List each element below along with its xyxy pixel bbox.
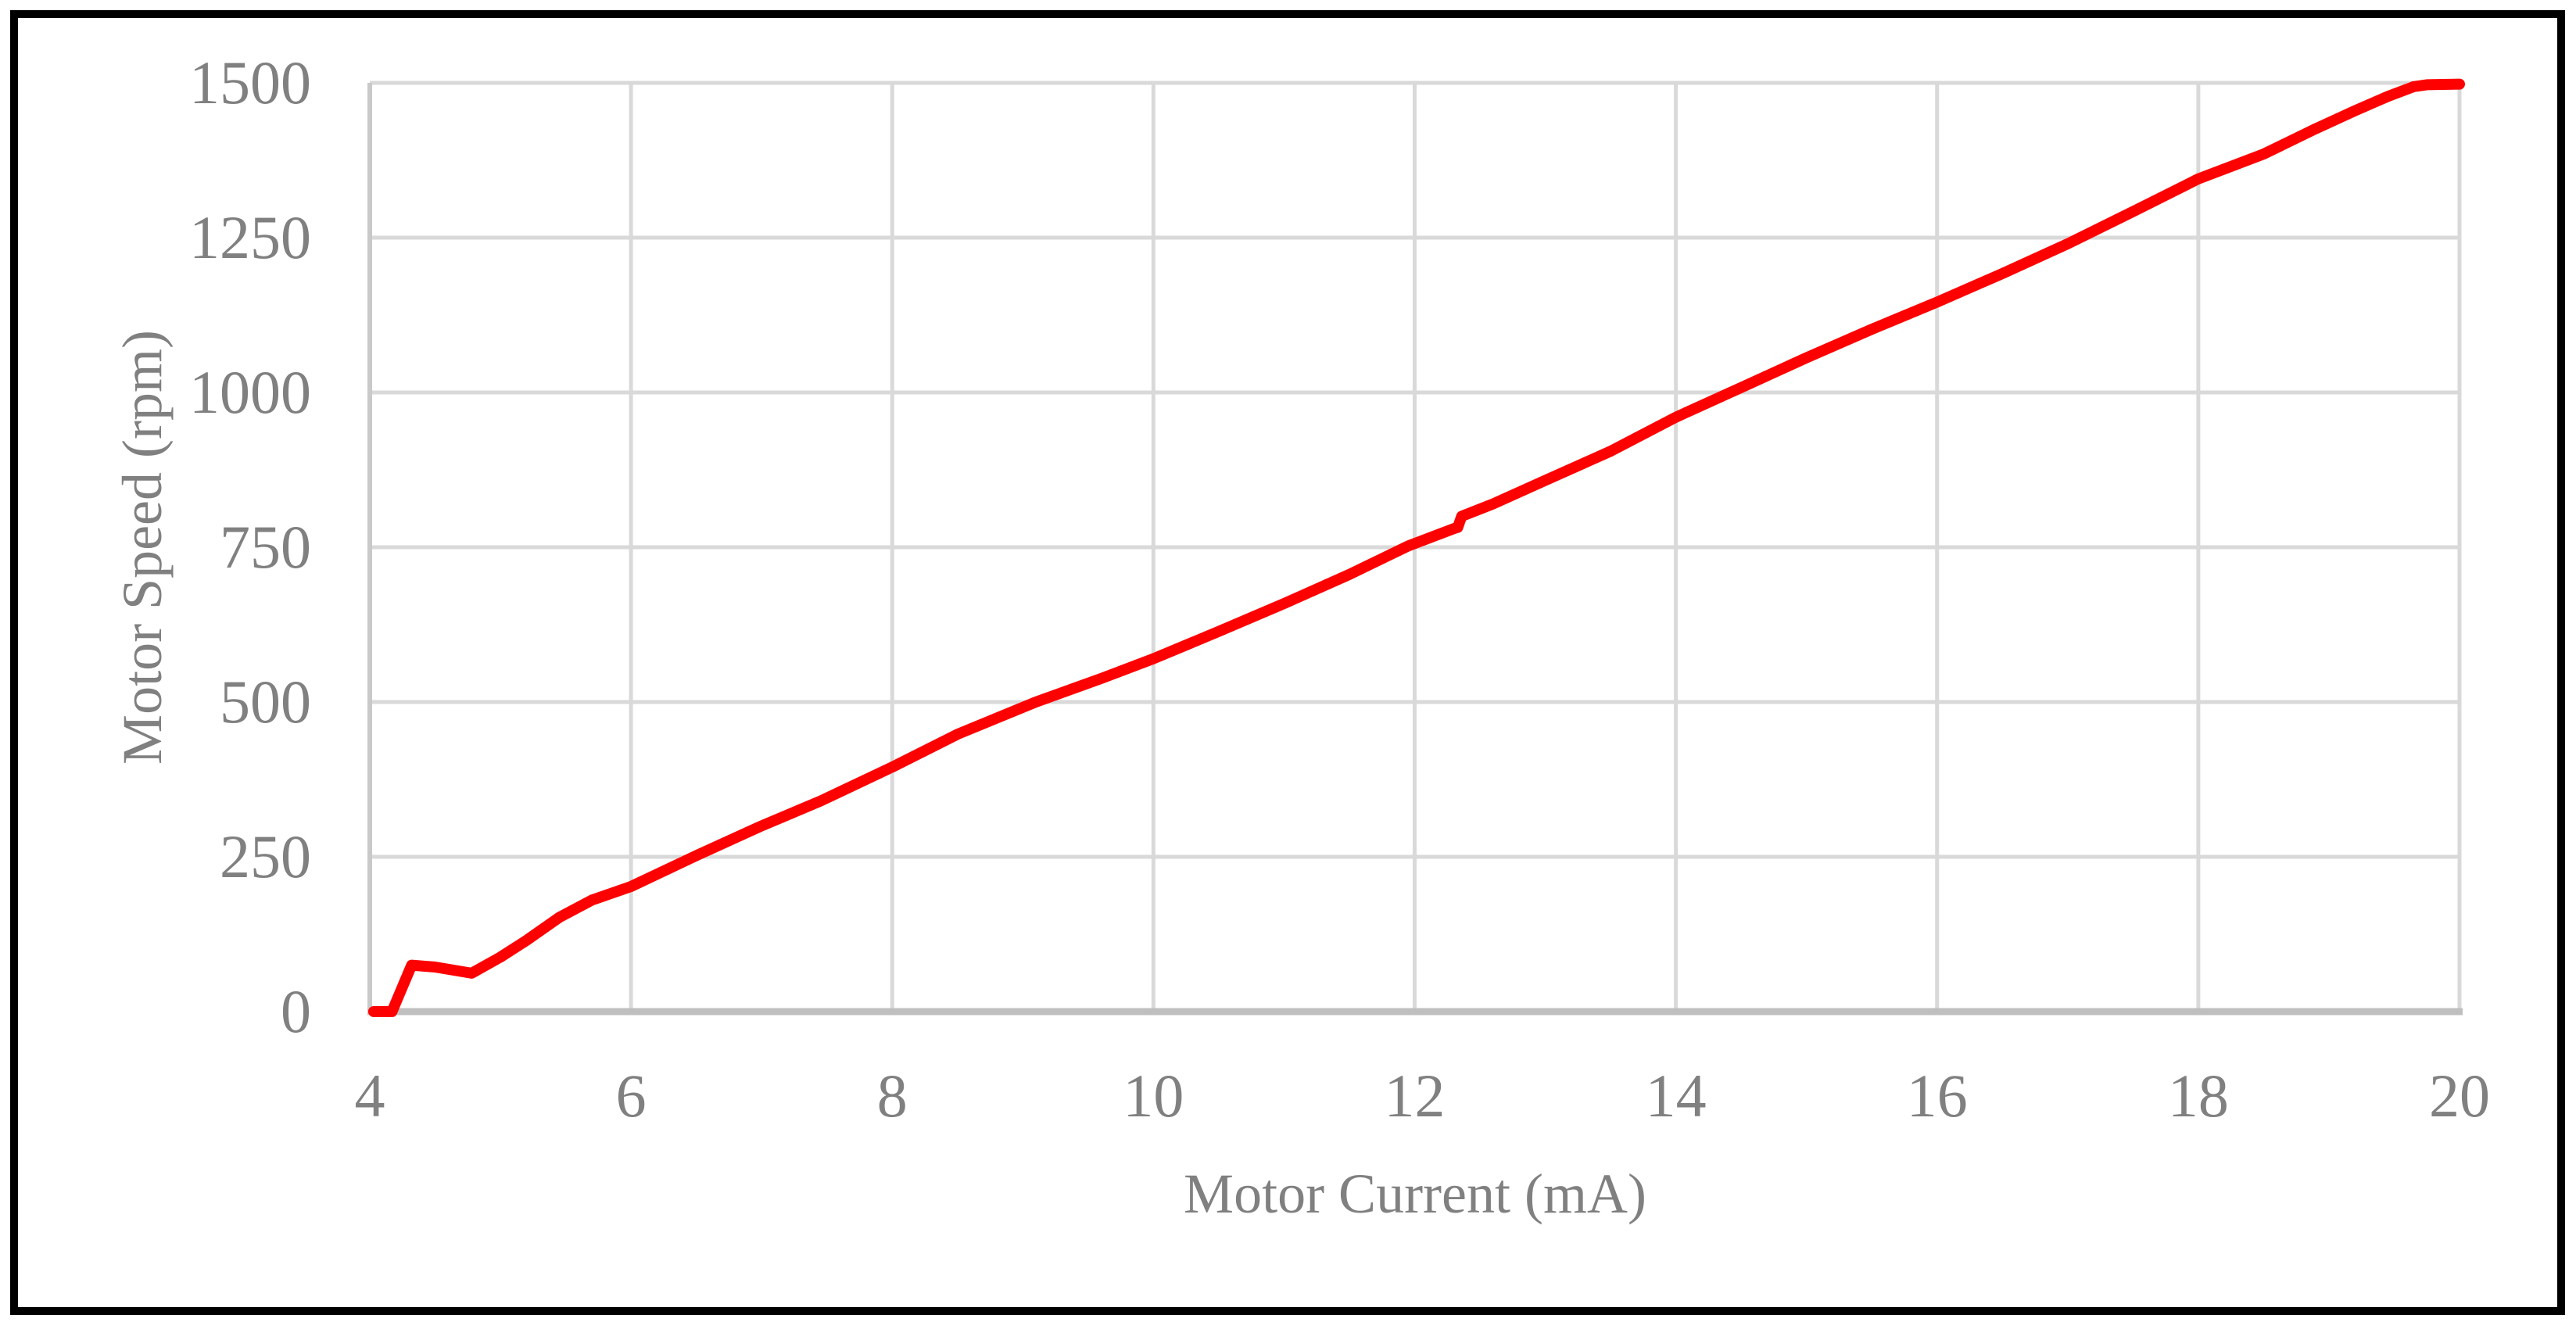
x-tick-label: 18 [2168, 1062, 2229, 1130]
y-tick-label: 500 [220, 668, 311, 736]
x-tick-label: 16 [1907, 1062, 1968, 1130]
axis-lines [367, 83, 2463, 1016]
y-tick-label: 1500 [189, 48, 311, 116]
series-layer [368, 78, 2465, 1017]
x-tick-label: 10 [1123, 1062, 1184, 1130]
y-tick-label: 250 [220, 822, 311, 890]
tick-labels: 0 250 500 750 1000 1250 1500 4 6 8 10 12 14 16 18 20 [189, 48, 2490, 1130]
y-tick-label: 0 [281, 977, 311, 1045]
y-tick-label: 1250 [189, 203, 311, 271]
series-line [368, 78, 2465, 1017]
x-tick-label: 4 [355, 1062, 385, 1130]
x-tick-label: 12 [1385, 1062, 1446, 1130]
x-tick-label: 8 [877, 1062, 908, 1130]
x-tick-label: 20 [2429, 1062, 2490, 1130]
x-tick-label: 14 [1646, 1062, 1707, 1130]
y-tick-label: 1000 [189, 358, 311, 426]
y-axis-title: Motor Speed (rpm) [111, 330, 174, 765]
y-tick-label: 750 [220, 513, 311, 581]
figure-border-frame [10, 10, 2565, 1315]
x-tick-label: 6 [616, 1062, 647, 1130]
x-axis-title: Motor Current (mA) [1184, 1162, 1646, 1225]
